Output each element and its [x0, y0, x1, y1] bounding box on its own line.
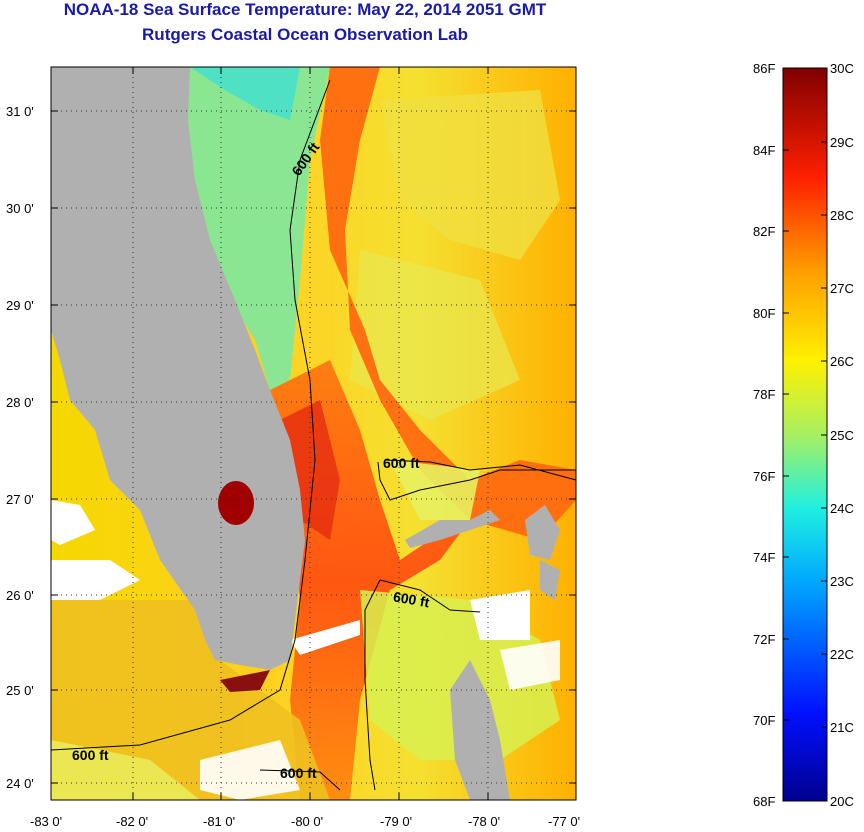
colorbar-label-80f: 80F [753, 306, 775, 321]
colorbar-label-23c: 23C [830, 574, 854, 589]
lat-label-29: 29 0' [6, 298, 34, 313]
colorbar-label-29c: 29C [830, 135, 854, 150]
colorbar-label-21c: 21C [830, 720, 854, 735]
colorbar-label-30c: 30C [830, 61, 854, 76]
colorbar-label-27c: 27C [830, 281, 854, 296]
colorbar-label-26c: 26C [830, 354, 854, 369]
colorbar-label-22c: 22C [830, 647, 854, 662]
map-title: NOAA-18 Sea Surface Temperature: May 22,… [63, 0, 547, 19]
bahamas-small-islands [540, 560, 560, 600]
colorbar-label-78f: 78F [753, 387, 775, 402]
colorbar-label-70f: 70F [753, 713, 775, 728]
lon-label-78: -78 0' [468, 814, 500, 829]
lat-label-28: 28 0' [6, 395, 34, 410]
keys-reef [220, 670, 270, 692]
lon-label-80: -80 0' [291, 814, 323, 829]
contour-label-4: 600 ft [72, 747, 109, 763]
lat-label-27: 27 0' [6, 492, 34, 507]
colorbar-ticks [783, 141, 827, 728]
map-ticks [51, 67, 576, 800]
lat-label-30: 30 0' [6, 201, 34, 216]
sst-field [51, 67, 576, 800]
andros-island [450, 660, 510, 800]
lon-label-82: -82 0' [116, 814, 148, 829]
colorbar-label-84f: 84F [753, 143, 775, 158]
lat-label-25: 25 0' [6, 683, 34, 698]
colorbar-label-24c: 24C [830, 501, 854, 516]
lake-okeechobee [218, 481, 254, 525]
600ft-isobath [50, 79, 577, 791]
colorbar-label-28c: 28C [830, 208, 854, 223]
colorbar-label-68f: 68F [753, 794, 775, 809]
colorbar-label-72f: 72F [753, 632, 775, 647]
abaco-island [525, 505, 560, 560]
colorbar-label-74f: 74F [753, 550, 775, 565]
lon-label-77: -77 0' [548, 814, 580, 829]
map-subtitle: Rutgers Coastal Ocean Observation Lab [142, 25, 468, 44]
contour-label-2: 600 ft [383, 455, 420, 471]
colorbar-label-25c: 25C [830, 428, 854, 443]
map-frame [50, 66, 577, 801]
lon-label-79: -79 0' [380, 814, 412, 829]
lat-label-31: 31 0' [6, 104, 34, 119]
contour-label-3: 600 ft [392, 588, 431, 610]
lon-label-81: -81 0' [203, 814, 235, 829]
lat-label-26: 26 0' [6, 588, 34, 603]
colorbar-label-20c: 20C [830, 794, 854, 809]
lon-label-83: -83 0' [30, 814, 62, 829]
grand-bahama-island [405, 510, 500, 548]
temperature-colorbar [782, 67, 828, 802]
colorbar-label-86f: 86F [753, 61, 775, 76]
contour-label-5: 600 ft [280, 765, 317, 781]
lat-label-24: 24 0' [6, 776, 34, 791]
colorbar-label-82f: 82F [753, 224, 775, 239]
colorbar-label-76f: 76F [753, 469, 775, 484]
